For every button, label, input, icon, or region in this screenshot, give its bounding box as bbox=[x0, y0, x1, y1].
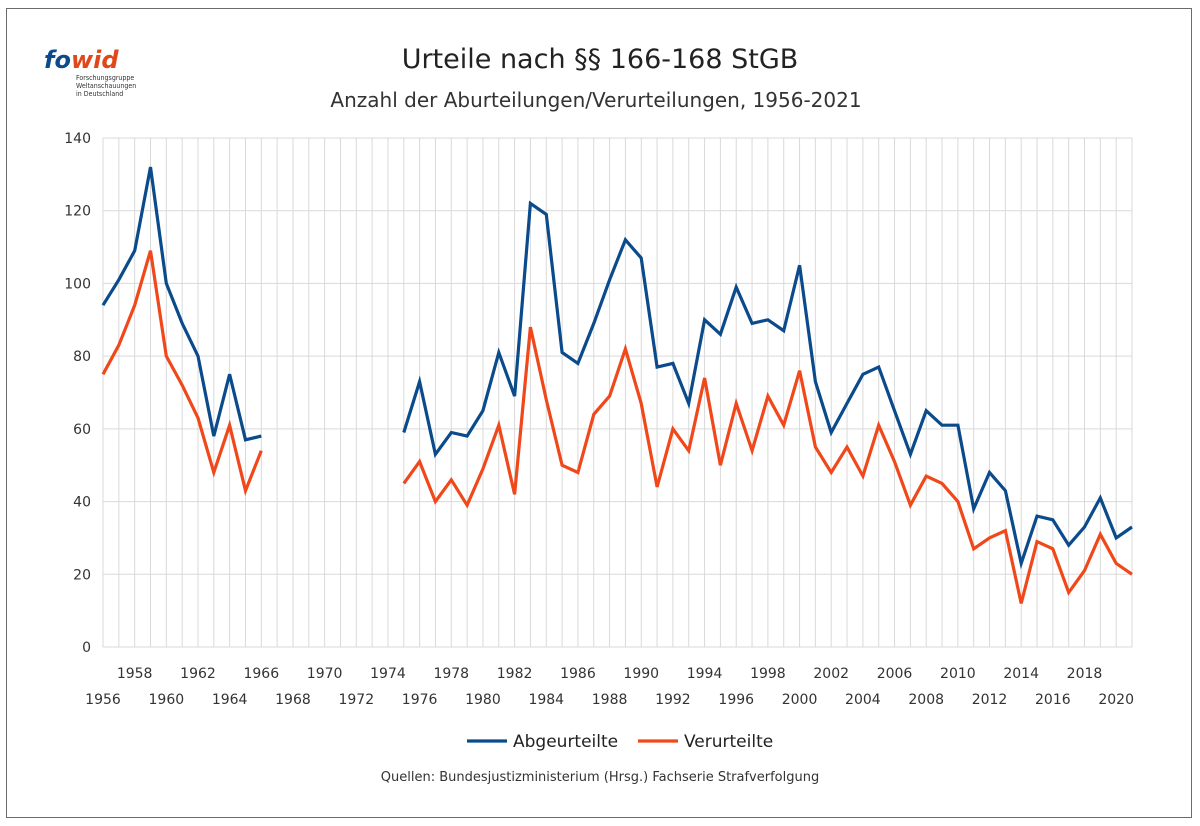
logo-wordmark: fowid bbox=[44, 46, 119, 74]
x-tick-label: 1974 bbox=[370, 666, 406, 682]
chart-frame bbox=[6, 8, 1192, 818]
x-tick-label: 2008 bbox=[908, 692, 944, 708]
x-tick-label: 1966 bbox=[243, 666, 279, 682]
x-tick-label: 1990 bbox=[623, 666, 659, 682]
x-tick-label: 1960 bbox=[149, 692, 185, 708]
y-tick-label: 0 bbox=[82, 640, 91, 656]
x-tick-label: 1968 bbox=[275, 692, 311, 708]
y-tick-label: 80 bbox=[73, 349, 91, 365]
x-tick-label: 1972 bbox=[338, 692, 374, 708]
x-tick-label: 1956 bbox=[85, 692, 121, 708]
x-tick-label: 1988 bbox=[592, 692, 628, 708]
x-tick-label: 2018 bbox=[1067, 666, 1103, 682]
x-tick-label: 2002 bbox=[813, 666, 849, 682]
x-tick-label: 2014 bbox=[1003, 666, 1039, 682]
y-tick-label: 20 bbox=[73, 567, 91, 583]
series-line-abgeurteilte bbox=[101, 166, 1133, 570]
x-tick-label: 1998 bbox=[750, 666, 786, 682]
legend-label-verurteilte: Verurteilte bbox=[684, 732, 773, 752]
chart-title: Urteile nach §§ 166-168 StGB bbox=[401, 44, 799, 75]
logo-line-1: Forschungsgruppe bbox=[76, 74, 135, 82]
fowid-logo: fowid Forschungsgruppe Weltanschauungen … bbox=[44, 46, 164, 118]
x-tick-label: 1976 bbox=[402, 692, 438, 708]
x-tick-label: 1986 bbox=[560, 666, 596, 682]
logo-line-2: Weltanschauungen bbox=[76, 82, 137, 90]
x-tick-label: 1996 bbox=[718, 692, 754, 708]
x-tick-label: 2020 bbox=[1098, 692, 1134, 708]
y-tick-label: 100 bbox=[64, 276, 91, 292]
x-tick-label: 1958 bbox=[117, 666, 153, 682]
logo-tagline: Forschungsgruppe Weltanschauungen in Deu… bbox=[76, 74, 136, 98]
y-tick-label: 60 bbox=[73, 422, 91, 438]
logo-line-3: in Deutschland bbox=[76, 90, 124, 98]
x-tick-label: 1984 bbox=[528, 692, 564, 708]
x-tick-label: 1980 bbox=[465, 692, 501, 708]
y-tick-label: 120 bbox=[64, 204, 91, 220]
x-tick-label: 1962 bbox=[180, 666, 216, 682]
x-tick-label: 1970 bbox=[307, 666, 343, 682]
x-tick-label: 2016 bbox=[1035, 692, 1071, 708]
x-tick-label: 1992 bbox=[655, 692, 691, 708]
chart-subtitle: Anzahl der Aburteilungen/Verurteilungen,… bbox=[330, 88, 862, 112]
legend-label-abgeurteilte: Abgeurteilte bbox=[513, 732, 618, 752]
y-tick-label: 140 bbox=[64, 131, 91, 147]
x-tick-label: 1964 bbox=[212, 692, 248, 708]
y-tick-label: 40 bbox=[73, 495, 91, 511]
x-tick-label: 2012 bbox=[972, 692, 1008, 708]
x-tick-label: 1994 bbox=[687, 666, 723, 682]
x-tick-label: 2004 bbox=[845, 692, 881, 708]
x-tick-label: 2006 bbox=[877, 666, 913, 682]
x-tick-label: 1978 bbox=[433, 666, 469, 682]
logo-wid: wid bbox=[70, 46, 119, 74]
x-tick-label: 1982 bbox=[497, 666, 533, 682]
x-tick-label: 2010 bbox=[940, 666, 976, 682]
logo-fo: fo bbox=[44, 46, 71, 74]
x-tick-label: 2000 bbox=[782, 692, 818, 708]
series-line-verurteilte bbox=[101, 250, 1133, 604]
source-note: Quellen: Bundesjustizministerium (Hrsg.)… bbox=[380, 770, 820, 785]
